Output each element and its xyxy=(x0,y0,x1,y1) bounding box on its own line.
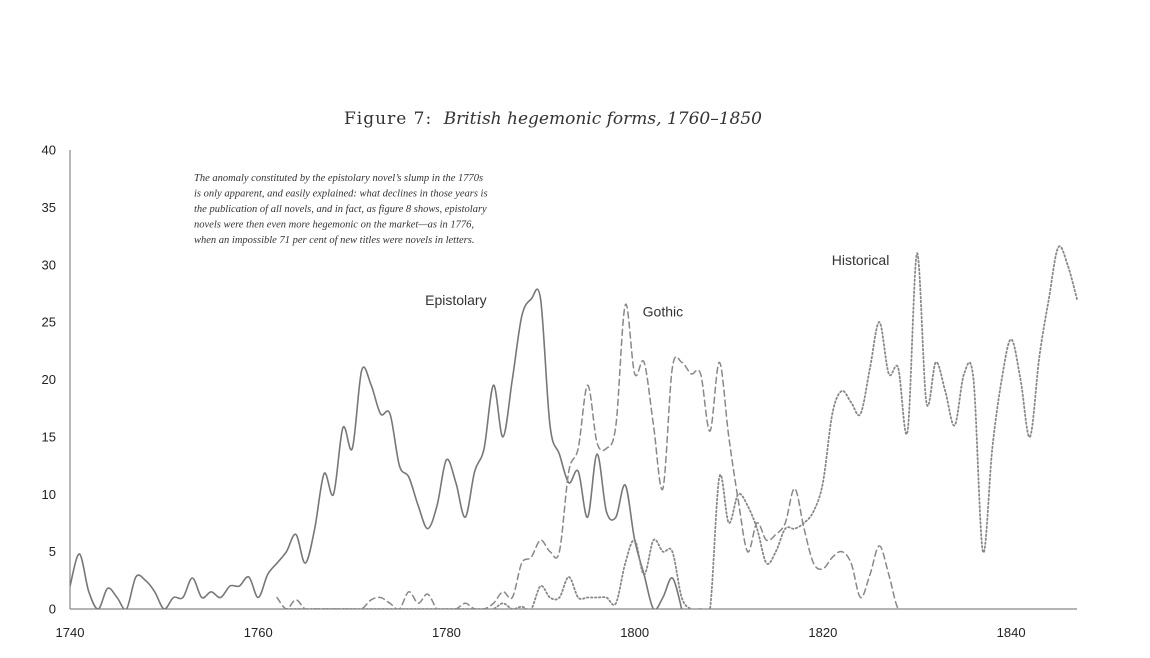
y-tick-label: 40 xyxy=(42,143,56,158)
annotation-note: The anomaly constituted by the epistolar… xyxy=(194,173,488,246)
annotation-line: when an impossible 71 per cent of new ti… xyxy=(194,235,474,246)
x-tick-label: 1840 xyxy=(997,625,1026,640)
x-tick-label: 1780 xyxy=(432,625,461,640)
y-tick-label: 20 xyxy=(42,372,56,387)
series-line-epistolary xyxy=(70,288,683,609)
series-lines xyxy=(70,245,1078,609)
y-tick-label: 10 xyxy=(42,487,56,502)
annotation-line: the publication of all novels, and in fa… xyxy=(194,204,487,215)
x-tick-label: 1740 xyxy=(56,625,85,640)
y-tick-label: 0 xyxy=(49,602,56,617)
x-tick-label: 1800 xyxy=(620,625,649,640)
annotation-line: is only apparent, and easily explained: … xyxy=(194,189,488,200)
y-tick-label: 30 xyxy=(42,257,56,272)
series-label-historical: Historical xyxy=(832,252,890,268)
y-tick-labels: 0 5 10 15 20 25 30 35 40 xyxy=(42,143,56,617)
y-tick-label: 35 xyxy=(42,200,56,215)
annotation-line: novels were then even more hegemonic on … xyxy=(194,220,474,231)
x-tick-label: 1820 xyxy=(808,625,837,640)
series-label-gothic: Gothic xyxy=(643,303,683,319)
y-tick-label: 15 xyxy=(42,429,56,444)
y-tick-label: 5 xyxy=(49,544,56,559)
chart-title-main: British hegemonic forms, 1760–1850 xyxy=(443,109,763,129)
x-tick-labels: 1740 1760 1780 1800 1820 1840 xyxy=(56,625,1026,640)
series-labels: Epistolary Gothic Historical xyxy=(425,252,889,320)
x-tick-label: 1760 xyxy=(244,625,273,640)
chart-title-prefix: Figure 7: xyxy=(344,109,432,129)
y-tick-label: 25 xyxy=(42,315,56,330)
chart-title: Figure 7: British hegemonic forms, 1760–… xyxy=(344,109,762,129)
series-label-epistolary: Epistolary xyxy=(425,292,486,308)
series-line-historical xyxy=(285,245,1078,609)
annotation-line: The anomaly constituted by the epistolar… xyxy=(194,173,483,184)
series-line-gothic xyxy=(276,303,909,609)
